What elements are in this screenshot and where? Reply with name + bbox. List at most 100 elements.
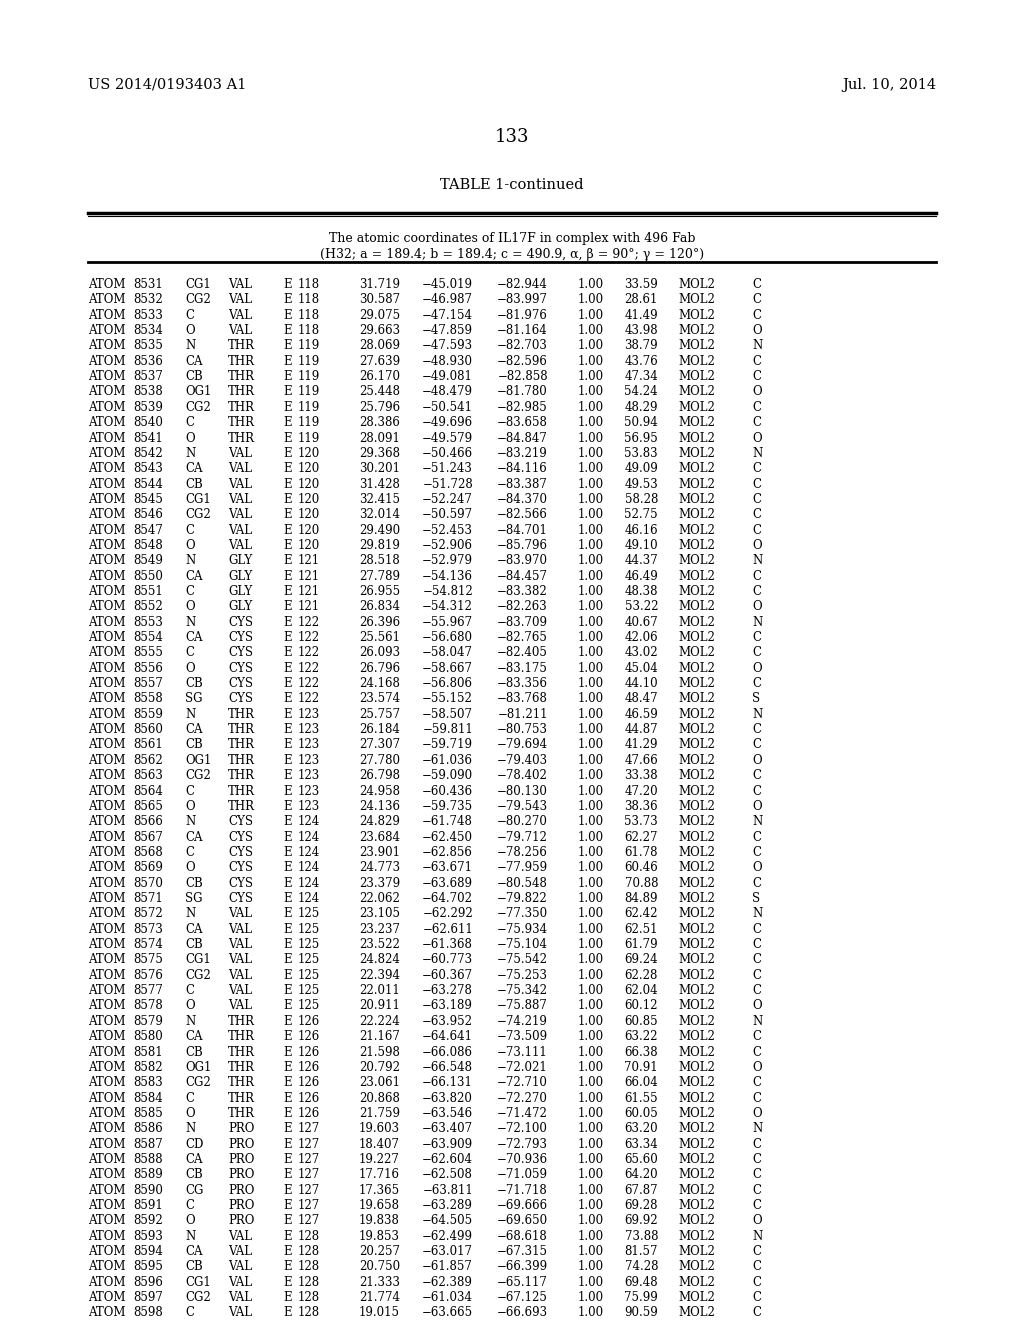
Text: THR: THR xyxy=(228,770,255,783)
Text: C: C xyxy=(752,1184,761,1197)
Text: 1.00: 1.00 xyxy=(578,1245,604,1258)
Text: 8588: 8588 xyxy=(133,1152,163,1166)
Text: CG2: CG2 xyxy=(185,508,211,521)
Text: ATOM: ATOM xyxy=(88,708,126,721)
Text: 120: 120 xyxy=(298,539,319,552)
Text: VAL: VAL xyxy=(228,279,252,290)
Text: 125: 125 xyxy=(298,953,319,966)
Text: 21.598: 21.598 xyxy=(359,1045,400,1059)
Text: CYS: CYS xyxy=(228,830,253,843)
Text: 43.76: 43.76 xyxy=(625,355,658,368)
Text: E: E xyxy=(283,754,292,767)
Text: C: C xyxy=(185,1199,194,1212)
Text: MOL2: MOL2 xyxy=(678,447,715,459)
Text: E: E xyxy=(283,830,292,843)
Text: 124: 124 xyxy=(298,846,319,859)
Text: 26.184: 26.184 xyxy=(359,723,400,737)
Text: −83.382: −83.382 xyxy=(498,585,548,598)
Text: 73.88: 73.88 xyxy=(625,1230,658,1242)
Text: 8598: 8598 xyxy=(133,1307,163,1320)
Text: 1.00: 1.00 xyxy=(578,1061,604,1074)
Text: 8575: 8575 xyxy=(133,953,163,966)
Text: E: E xyxy=(283,492,292,506)
Text: E: E xyxy=(283,969,292,982)
Text: 65.60: 65.60 xyxy=(625,1152,658,1166)
Text: 1.00: 1.00 xyxy=(578,370,604,383)
Text: MOL2: MOL2 xyxy=(678,999,715,1012)
Text: MOL2: MOL2 xyxy=(678,1261,715,1274)
Text: MOL2: MOL2 xyxy=(678,355,715,368)
Text: THR: THR xyxy=(228,385,255,399)
Text: 17.365: 17.365 xyxy=(358,1184,400,1197)
Text: −63.289: −63.289 xyxy=(422,1199,473,1212)
Text: −62.611: −62.611 xyxy=(422,923,473,936)
Text: MOL2: MOL2 xyxy=(678,1138,715,1151)
Text: 125: 125 xyxy=(298,985,319,997)
Text: 1.00: 1.00 xyxy=(578,385,604,399)
Text: 43.02: 43.02 xyxy=(625,647,658,660)
Text: 53.83: 53.83 xyxy=(625,447,658,459)
Text: 26.798: 26.798 xyxy=(359,770,400,783)
Text: MOL2: MOL2 xyxy=(678,754,715,767)
Text: −75.934: −75.934 xyxy=(497,923,548,936)
Text: 1.00: 1.00 xyxy=(578,1214,604,1228)
Text: ATOM: ATOM xyxy=(88,923,126,936)
Text: 49.10: 49.10 xyxy=(625,539,658,552)
Text: 27.639: 27.639 xyxy=(358,355,400,368)
Text: 1.00: 1.00 xyxy=(578,738,604,751)
Text: O: O xyxy=(185,861,195,874)
Text: E: E xyxy=(283,309,292,322)
Text: N: N xyxy=(752,447,762,459)
Text: ATOM: ATOM xyxy=(88,830,126,843)
Text: GLY: GLY xyxy=(228,585,252,598)
Text: ATOM: ATOM xyxy=(88,279,126,290)
Text: ATOM: ATOM xyxy=(88,969,126,982)
Text: 1.00: 1.00 xyxy=(578,661,604,675)
Text: C: C xyxy=(752,1245,761,1258)
Text: ATOM: ATOM xyxy=(88,1076,126,1089)
Text: −80.753: −80.753 xyxy=(497,723,548,737)
Text: 23.574: 23.574 xyxy=(358,693,400,705)
Text: MOL2: MOL2 xyxy=(678,492,715,506)
Text: O: O xyxy=(752,601,762,614)
Text: E: E xyxy=(283,1184,292,1197)
Text: MOL2: MOL2 xyxy=(678,1291,715,1304)
Text: −84.116: −84.116 xyxy=(498,462,548,475)
Text: −64.505: −64.505 xyxy=(422,1214,473,1228)
Text: ATOM: ATOM xyxy=(88,1045,126,1059)
Text: E: E xyxy=(283,1275,292,1288)
Text: MOL2: MOL2 xyxy=(678,723,715,737)
Text: 8579: 8579 xyxy=(133,1015,163,1028)
Text: −72.710: −72.710 xyxy=(497,1076,548,1089)
Text: 120: 120 xyxy=(298,508,319,521)
Text: C: C xyxy=(752,416,761,429)
Text: C: C xyxy=(752,1076,761,1089)
Text: 1.00: 1.00 xyxy=(578,447,604,459)
Text: 53.22: 53.22 xyxy=(625,601,658,614)
Text: 8580: 8580 xyxy=(133,1030,163,1043)
Text: E: E xyxy=(283,1199,292,1212)
Text: −79.403: −79.403 xyxy=(497,754,548,767)
Text: 8547: 8547 xyxy=(133,524,163,537)
Text: 8593: 8593 xyxy=(133,1230,163,1242)
Text: VAL: VAL xyxy=(228,1230,252,1242)
Text: S: S xyxy=(752,892,760,906)
Text: MOL2: MOL2 xyxy=(678,631,715,644)
Text: −71.472: −71.472 xyxy=(497,1107,548,1119)
Text: ATOM: ATOM xyxy=(88,385,126,399)
Text: MOL2: MOL2 xyxy=(678,508,715,521)
Text: −62.856: −62.856 xyxy=(422,846,473,859)
Text: 40.67: 40.67 xyxy=(625,615,658,628)
Text: −63.546: −63.546 xyxy=(422,1107,473,1119)
Text: CG1: CG1 xyxy=(185,279,211,290)
Text: E: E xyxy=(283,723,292,737)
Text: 125: 125 xyxy=(298,999,319,1012)
Text: 8552: 8552 xyxy=(133,601,163,614)
Text: 8544: 8544 xyxy=(133,478,163,491)
Text: −83.997: −83.997 xyxy=(497,293,548,306)
Text: CYS: CYS xyxy=(228,846,253,859)
Text: CYS: CYS xyxy=(228,693,253,705)
Text: −75.253: −75.253 xyxy=(497,969,548,982)
Text: 47.20: 47.20 xyxy=(625,784,658,797)
Text: −48.479: −48.479 xyxy=(422,385,473,399)
